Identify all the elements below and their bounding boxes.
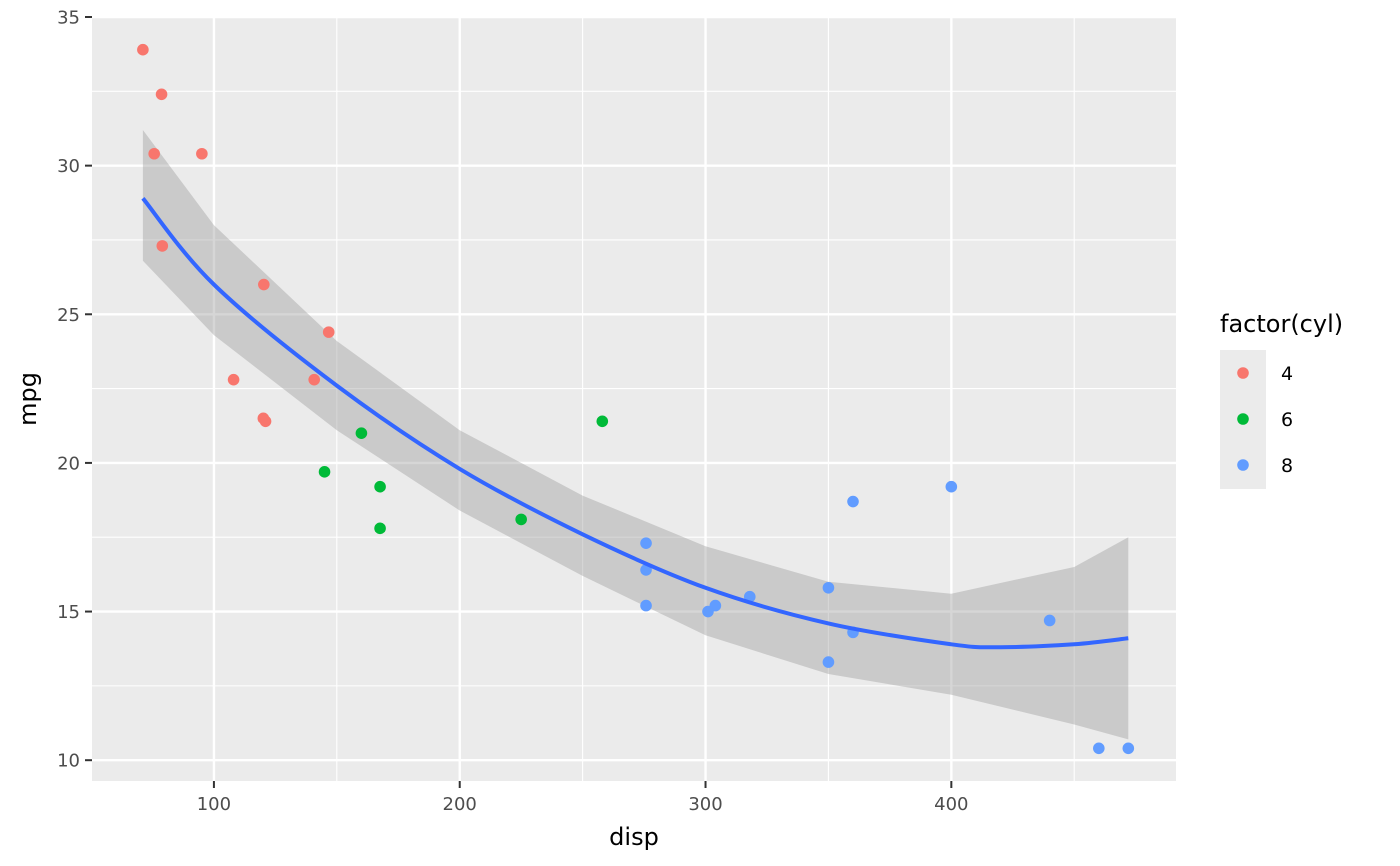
data-point-cyl-8: [1122, 742, 1135, 755]
data-point-cyl-6: [318, 466, 331, 478]
legend: factor(cyl) 4 6 8: [1220, 310, 1343, 489]
legend-label-8: 8: [1281, 455, 1293, 477]
fit-line: [141, 197, 1129, 650]
y-tick-label: 20: [57, 453, 80, 474]
data-point-cyl-8: [822, 581, 835, 594]
y-axis-title: mpg: [14, 372, 42, 426]
legend-key-8: [1237, 459, 1249, 471]
grid-minor: [92, 17, 1176, 781]
data-point-cyl-4: [156, 240, 169, 252]
confidence-band: [142, 130, 1129, 740]
fit-line-group: [141, 197, 1129, 650]
x-axis-title: disp: [609, 823, 659, 851]
x-tick-label: 400: [934, 794, 968, 815]
data-point-cyl-4: [322, 326, 335, 338]
y-tick-label: 35: [57, 8, 80, 29]
data-point-cyl-4: [148, 147, 160, 160]
legend-key-6: [1237, 413, 1249, 425]
data-point-cyl-8: [822, 656, 835, 668]
x-tick-label: 200: [443, 794, 477, 815]
data-point-cyl-4: [227, 373, 240, 386]
data-point-cyl-8: [1043, 614, 1056, 627]
grid-major: [92, 15, 1176, 781]
data-point-cyl-6: [355, 427, 368, 439]
data-point-cyl-6: [374, 522, 386, 535]
legend-key-4: [1237, 367, 1249, 379]
data-point-cyl-6: [374, 480, 386, 493]
data-point-cyl-8: [640, 599, 652, 612]
y-tick-label: 25: [57, 305, 80, 326]
data-point-cyl-8: [640, 537, 652, 549]
x-tick-label: 100: [197, 794, 231, 815]
y-tick-label: 10: [57, 751, 80, 772]
legend-label-6: 6: [1281, 409, 1293, 431]
data-point-cyl-4: [196, 147, 208, 160]
data-point-cyl-8: [1093, 742, 1105, 755]
data-point-cyl-4: [308, 373, 321, 386]
confidence-band-area: [142, 130, 1129, 740]
data-point-cyl-8: [847, 495, 859, 508]
data-point-cyl-8: [945, 480, 958, 493]
data-point-cyl-6: [596, 415, 609, 428]
panel-background: [92, 17, 1176, 781]
data-point-cyl-6: [515, 513, 527, 526]
legend-entries: 4 6 8: [1237, 363, 1293, 477]
legend-label-4: 4: [1281, 363, 1293, 385]
y-tick-label: 15: [57, 602, 80, 623]
data-point-cyl-8: [702, 605, 714, 618]
data-point-cyl-4: [155, 88, 168, 101]
legend-title: factor(cyl): [1220, 310, 1343, 338]
data-point-cyl-4: [259, 415, 272, 428]
data-point-cyl-4: [137, 43, 149, 56]
y-tick-label: 30: [57, 156, 80, 177]
data-point-cyl-4: [258, 278, 270, 291]
x-tick-label: 300: [688, 794, 722, 815]
axes: 100 200 300 400 10 15 20 25 30 35: [57, 8, 968, 816]
